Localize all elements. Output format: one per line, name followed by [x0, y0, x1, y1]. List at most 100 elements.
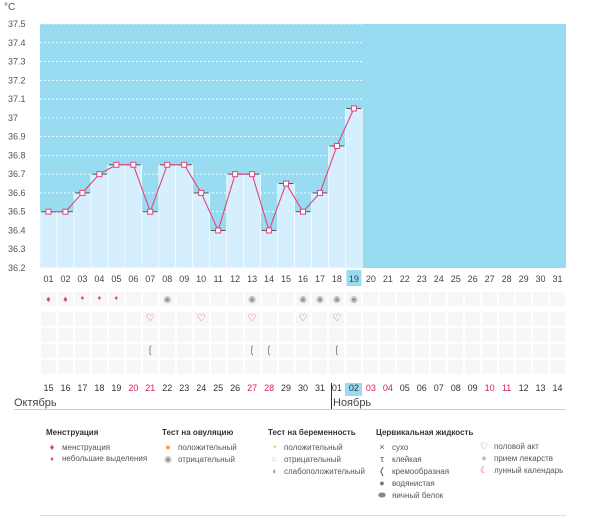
grid-cell[interactable]: [125, 328, 141, 342]
grid-cell[interactable]: [414, 312, 430, 326]
grid-cell[interactable]: [397, 328, 413, 342]
grid-cell[interactable]: [142, 312, 158, 326]
grid-cell[interactable]: [57, 360, 73, 374]
grid-cell[interactable]: [550, 292, 565, 306]
grid-cell[interactable]: [312, 360, 328, 374]
grid-cell[interactable]: [448, 360, 464, 374]
grid-cell[interactable]: [431, 312, 447, 326]
grid-cell[interactable]: [346, 292, 362, 306]
grid-cell[interactable]: [74, 344, 90, 358]
grid-cell[interactable]: [108, 328, 124, 342]
calendar-date[interactable]: 12: [518, 383, 529, 393]
calendar-date[interactable]: 30: [298, 383, 309, 393]
calendar-date[interactable]: 01: [331, 383, 342, 393]
grid-cell[interactable]: [278, 344, 294, 358]
grid-cell[interactable]: [414, 292, 430, 306]
grid-cell[interactable]: [516, 312, 532, 326]
grid-cell[interactable]: [516, 292, 532, 306]
grid-cell[interactable]: [465, 360, 481, 374]
grid-cell[interactable]: [227, 328, 243, 342]
grid-cell[interactable]: [74, 328, 90, 342]
grid-cell[interactable]: [159, 328, 175, 342]
calendar-date[interactable]: 26: [230, 383, 241, 393]
grid-cell[interactable]: [57, 328, 73, 342]
grid-cell[interactable]: [550, 360, 565, 374]
grid-cell[interactable]: [278, 312, 294, 326]
grid-cell[interactable]: [278, 292, 294, 306]
grid-cell[interactable]: [261, 328, 277, 342]
grid-cell[interactable]: [41, 328, 56, 342]
grid-cell[interactable]: [261, 344, 277, 358]
grid-cell[interactable]: [176, 312, 192, 326]
calendar-date[interactable]: 23: [179, 383, 190, 393]
grid-cell[interactable]: [176, 360, 192, 374]
grid-cell[interactable]: [482, 312, 498, 326]
grid-cell[interactable]: [448, 328, 464, 342]
grid-cell[interactable]: [414, 344, 430, 358]
grid-cell[interactable]: [329, 360, 345, 374]
grid-cell[interactable]: [91, 292, 107, 306]
calendar-date[interactable]: 22: [162, 383, 173, 393]
grid-cell[interactable]: [125, 344, 141, 358]
calendar-date[interactable]: 25: [213, 383, 224, 393]
grid-cell[interactable]: [244, 344, 260, 358]
grid-cell[interactable]: [533, 292, 549, 306]
grid-cell[interactable]: [448, 292, 464, 306]
calendar-date[interactable]: 31: [314, 383, 325, 393]
grid-cell[interactable]: [346, 360, 362, 374]
grid-cell[interactable]: [41, 360, 56, 374]
calendar-date[interactable]: 02: [345, 383, 363, 396]
grid-cell[interactable]: [295, 328, 311, 342]
grid-cell[interactable]: [108, 292, 124, 306]
grid-cell[interactable]: [499, 360, 515, 374]
grid-cell[interactable]: [380, 292, 396, 306]
grid-cell[interactable]: [550, 328, 565, 342]
grid-cell[interactable]: [516, 328, 532, 342]
grid-cell[interactable]: [91, 312, 107, 326]
calendar-date[interactable]: 18: [94, 383, 105, 393]
grid-cell[interactable]: [176, 344, 192, 358]
calendar-date[interactable]: 29: [281, 383, 292, 393]
grid-cell[interactable]: [193, 292, 209, 306]
grid-cell[interactable]: [363, 328, 379, 342]
grid-cell[interactable]: [91, 328, 107, 342]
grid-cell[interactable]: [363, 312, 379, 326]
grid-cell[interactable]: [41, 344, 56, 358]
grid-cell[interactable]: [312, 292, 328, 306]
grid-cell[interactable]: [533, 360, 549, 374]
grid-cell[interactable]: [244, 360, 260, 374]
grid-cell[interactable]: [193, 328, 209, 342]
grid-cell[interactable]: [210, 292, 226, 306]
grid-cell[interactable]: [380, 360, 396, 374]
grid-cell[interactable]: [193, 344, 209, 358]
grid-cell[interactable]: [533, 312, 549, 326]
grid-cell[interactable]: [329, 292, 345, 306]
grid-cell[interactable]: [499, 344, 515, 358]
grid-cell[interactable]: [329, 312, 345, 326]
calendar-date[interactable]: 03: [365, 383, 376, 393]
grid-cell[interactable]: [329, 344, 345, 358]
grid-cell[interactable]: [261, 360, 277, 374]
grid-cell[interactable]: [380, 344, 396, 358]
grid-cell[interactable]: [482, 360, 498, 374]
grid-cell[interactable]: [278, 328, 294, 342]
calendar-date[interactable]: 21: [145, 383, 156, 393]
grid-cell[interactable]: [159, 360, 175, 374]
grid-cell[interactable]: [312, 328, 328, 342]
grid-cell[interactable]: [193, 312, 209, 326]
grid-cell[interactable]: [210, 344, 226, 358]
grid-cell[interactable]: [227, 344, 243, 358]
grid-cell[interactable]: [465, 344, 481, 358]
grid-cell[interactable]: [397, 312, 413, 326]
grid-cell[interactable]: [227, 292, 243, 306]
grid-cell[interactable]: [244, 312, 260, 326]
grid-cell[interactable]: [159, 312, 175, 326]
calendar-date[interactable]: 08: [450, 383, 461, 393]
grid-cell[interactable]: [397, 344, 413, 358]
grid-cell[interactable]: [41, 292, 56, 306]
grid-cell[interactable]: [125, 312, 141, 326]
grid-cell[interactable]: [346, 344, 362, 358]
grid-cell[interactable]: [142, 292, 158, 306]
calendar-date[interactable]: 24: [196, 383, 207, 393]
grid-cell[interactable]: [465, 312, 481, 326]
